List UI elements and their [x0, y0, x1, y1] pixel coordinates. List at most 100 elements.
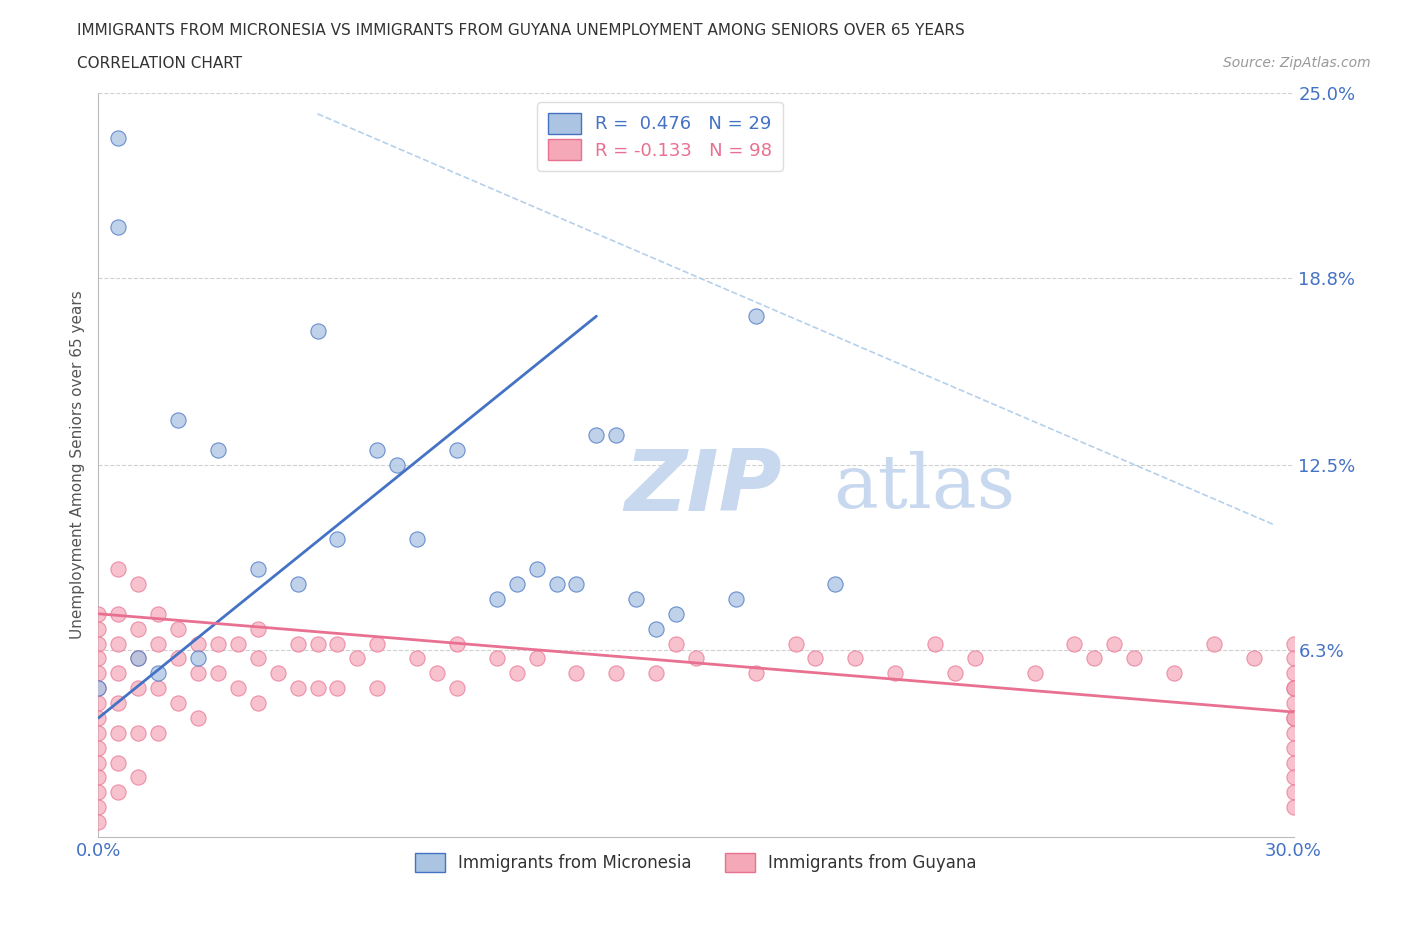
- Point: [148, 606, 170, 621]
- Point: [426, 666, 449, 681]
- Point: [207, 443, 229, 458]
- Point: [366, 443, 388, 458]
- Point: [326, 681, 349, 696]
- Point: [824, 577, 846, 591]
- Point: [804, 651, 827, 666]
- Point: [1282, 681, 1305, 696]
- Point: [1282, 696, 1305, 711]
- Point: [406, 532, 429, 547]
- Point: [87, 815, 110, 830]
- Point: [1063, 636, 1085, 651]
- Point: [745, 666, 768, 681]
- Point: [326, 532, 349, 547]
- Point: [246, 621, 269, 636]
- Point: [287, 681, 309, 696]
- Point: [963, 651, 986, 666]
- Point: [87, 651, 110, 666]
- Point: [107, 755, 129, 770]
- Point: [446, 443, 468, 458]
- Point: [326, 636, 349, 651]
- Point: [167, 621, 190, 636]
- Point: [87, 636, 110, 651]
- Point: [626, 591, 648, 606]
- Point: [485, 651, 508, 666]
- Point: [127, 681, 149, 696]
- Point: [107, 785, 129, 800]
- Point: [87, 696, 110, 711]
- Point: [1202, 636, 1225, 651]
- Point: [127, 651, 149, 666]
- Point: [307, 636, 329, 651]
- Point: [127, 651, 149, 666]
- Point: [346, 651, 368, 666]
- Point: [87, 666, 110, 681]
- Point: [605, 428, 627, 443]
- Point: [148, 636, 170, 651]
- Point: [107, 666, 129, 681]
- Point: [87, 725, 110, 740]
- Point: [87, 681, 110, 696]
- Point: [246, 696, 269, 711]
- Point: [1243, 651, 1265, 666]
- Point: [267, 666, 290, 681]
- Point: [87, 770, 110, 785]
- Point: [685, 651, 707, 666]
- Point: [506, 577, 529, 591]
- Point: [844, 651, 866, 666]
- Point: [1282, 711, 1305, 725]
- Point: [148, 681, 170, 696]
- Point: [107, 696, 129, 711]
- Point: [87, 621, 110, 636]
- Point: [226, 681, 249, 696]
- Point: [884, 666, 907, 681]
- Legend: Immigrants from Micronesia, Immigrants from Guyana: Immigrants from Micronesia, Immigrants f…: [406, 844, 986, 881]
- Point: [724, 591, 747, 606]
- Point: [207, 666, 229, 681]
- Point: [585, 428, 607, 443]
- Point: [1024, 666, 1046, 681]
- Point: [187, 711, 209, 725]
- Point: [107, 606, 129, 621]
- Point: [1282, 636, 1305, 651]
- Point: [167, 413, 190, 428]
- Point: [605, 666, 627, 681]
- Point: [1104, 636, 1126, 651]
- Point: [565, 666, 588, 681]
- Text: atlas: atlas: [834, 451, 1015, 524]
- Text: Source: ZipAtlas.com: Source: ZipAtlas.com: [1223, 56, 1371, 70]
- Point: [1083, 651, 1105, 666]
- Point: [287, 577, 309, 591]
- Point: [366, 636, 388, 651]
- Point: [1282, 725, 1305, 740]
- Point: [87, 681, 110, 696]
- Point: [87, 711, 110, 725]
- Point: [665, 636, 688, 651]
- Point: [1282, 755, 1305, 770]
- Point: [526, 651, 548, 666]
- Point: [187, 666, 209, 681]
- Point: [107, 725, 129, 740]
- Point: [1282, 785, 1305, 800]
- Text: ZIP: ZIP: [624, 445, 782, 529]
- Point: [148, 666, 170, 681]
- Point: [187, 636, 209, 651]
- Point: [943, 666, 966, 681]
- Point: [307, 681, 329, 696]
- Point: [167, 651, 190, 666]
- Point: [307, 324, 329, 339]
- Point: [385, 458, 409, 472]
- Point: [287, 636, 309, 651]
- Point: [226, 636, 249, 651]
- Point: [87, 800, 110, 815]
- Text: CORRELATION CHART: CORRELATION CHART: [77, 56, 242, 71]
- Point: [446, 636, 468, 651]
- Point: [87, 606, 110, 621]
- Point: [148, 725, 170, 740]
- Point: [107, 219, 129, 234]
- Point: [207, 636, 229, 651]
- Point: [246, 651, 269, 666]
- Point: [167, 696, 190, 711]
- Point: [127, 577, 149, 591]
- Point: [187, 651, 209, 666]
- Point: [1282, 681, 1305, 696]
